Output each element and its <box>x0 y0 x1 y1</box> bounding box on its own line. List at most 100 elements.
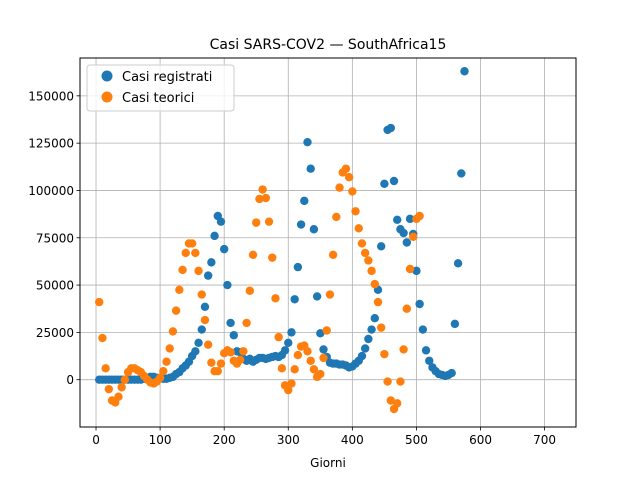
point-casi-teorici <box>328 250 338 259</box>
point-casi-teorici <box>216 359 226 368</box>
point-casi-registrati <box>316 329 325 338</box>
point-casi-teorici <box>120 375 130 384</box>
point-casi-teorici <box>181 248 190 258</box>
point-casi-teorici <box>316 369 325 379</box>
point-casi-teorici <box>104 384 114 394</box>
y-tick-label: 100000 <box>28 184 74 198</box>
point-casi-teorici <box>187 239 197 248</box>
point-casi-teorici <box>168 327 178 336</box>
data-points <box>95 67 469 414</box>
point-casi-registrati <box>405 214 415 224</box>
point-casi-registrati <box>210 231 219 241</box>
point-casi-teorici <box>293 350 303 360</box>
point-casi-teorici <box>386 396 396 405</box>
point-casi-registrati <box>415 299 424 309</box>
point-casi-teorici <box>175 285 184 295</box>
point-casi-teorici <box>370 279 379 289</box>
point-casi-registrati <box>364 334 373 344</box>
point-casi-teorici <box>239 347 248 356</box>
point-casi-teorici <box>409 232 418 242</box>
point-casi-registrati <box>357 351 367 361</box>
point-casi-teorici <box>194 266 203 276</box>
point-casi-registrati <box>194 338 203 347</box>
point-casi-registrati <box>223 280 232 290</box>
legend: Casi registrati Casi teorici <box>86 64 235 112</box>
point-casi-teorici <box>264 217 274 226</box>
point-casi-teorici <box>367 266 376 276</box>
point-casi-registrati <box>219 244 229 254</box>
point-casi-registrati <box>412 266 421 276</box>
point-casi-teorici <box>309 365 319 374</box>
point-casi-registrati <box>386 123 396 133</box>
y-tick-label: 50000 <box>36 279 74 293</box>
x-axis-ticks: 0 100 200 300 400 500 600 700 <box>92 427 556 447</box>
x-tick-label: 0 <box>92 433 100 447</box>
point-casi-teorici <box>248 250 258 259</box>
point-casi-registrati <box>300 196 309 206</box>
point-casi-teorici <box>162 357 171 366</box>
point-casi-registrati <box>200 302 210 312</box>
point-casi-teorici <box>402 304 412 313</box>
point-casi-teorici <box>332 212 341 222</box>
x-tick-label: 400 <box>341 433 364 447</box>
point-casi-teorici <box>155 373 165 382</box>
point-casi-registrati <box>197 325 206 334</box>
point-casi-teorici <box>213 366 222 376</box>
point-casi-teorici <box>319 353 328 363</box>
point-casi-registrati <box>453 259 463 268</box>
point-casi-teorici <box>335 183 344 192</box>
point-casi-teorici <box>117 383 126 392</box>
point-casi-registrati <box>418 325 428 334</box>
point-casi-registrati <box>421 346 431 355</box>
point-casi-registrati <box>287 328 296 337</box>
point-casi-teorici <box>415 211 424 221</box>
point-casi-teorici <box>245 286 255 295</box>
point-casi-teorici <box>258 185 267 194</box>
point-casi-registrati <box>380 179 389 189</box>
point-casi-teorici <box>383 377 392 386</box>
point-casi-teorici <box>271 294 280 303</box>
point-casi-teorici <box>207 358 216 367</box>
point-casi-teorici <box>405 264 415 274</box>
point-casi-teorici <box>396 377 405 386</box>
point-casi-registrati <box>460 67 469 76</box>
point-casi-teorici <box>255 194 264 204</box>
x-tick-label: 200 <box>213 433 236 447</box>
point-casi-teorici <box>393 399 402 408</box>
point-casi-registrati <box>457 169 466 178</box>
point-casi-registrati <box>393 215 402 224</box>
point-casi-teorici <box>357 239 367 248</box>
x-tick-label: 500 <box>405 433 428 447</box>
point-casi-teorici <box>277 364 287 373</box>
x-tick-label: 100 <box>149 433 172 447</box>
legend-label-teorici: Casi teorici <box>122 91 194 106</box>
point-casi-teorici <box>165 344 174 353</box>
point-casi-registrati <box>303 138 312 147</box>
point-casi-registrati <box>229 331 238 340</box>
point-casi-teorici <box>380 349 389 359</box>
point-casi-teorici <box>354 224 363 233</box>
point-casi-registrati <box>284 338 293 347</box>
point-casi-teorici <box>242 318 251 328</box>
point-casi-teorici <box>351 207 360 216</box>
point-casi-teorici <box>114 392 123 401</box>
point-casi-teorici <box>274 332 283 342</box>
point-casi-teorici <box>101 364 110 373</box>
point-casi-teorici <box>95 297 104 307</box>
point-casi-teorici <box>287 379 296 388</box>
point-casi-registrati <box>207 258 216 267</box>
x-tick-label: 700 <box>533 433 556 447</box>
point-casi-registrati <box>226 318 235 328</box>
point-casi-teorici <box>261 193 271 203</box>
y-tick-label: 125000 <box>28 137 74 151</box>
point-casi-registrati <box>296 220 306 229</box>
point-casi-teorici <box>360 248 370 258</box>
legend-marker-teorici <box>101 91 113 103</box>
point-casi-teorici <box>284 385 293 395</box>
point-casi-registrati <box>447 368 456 378</box>
point-casi-teorici <box>341 164 351 173</box>
point-casi-teorici <box>98 333 107 343</box>
y-tick-label: 25000 <box>36 326 74 340</box>
y-tick-label: 0 <box>66 373 74 387</box>
